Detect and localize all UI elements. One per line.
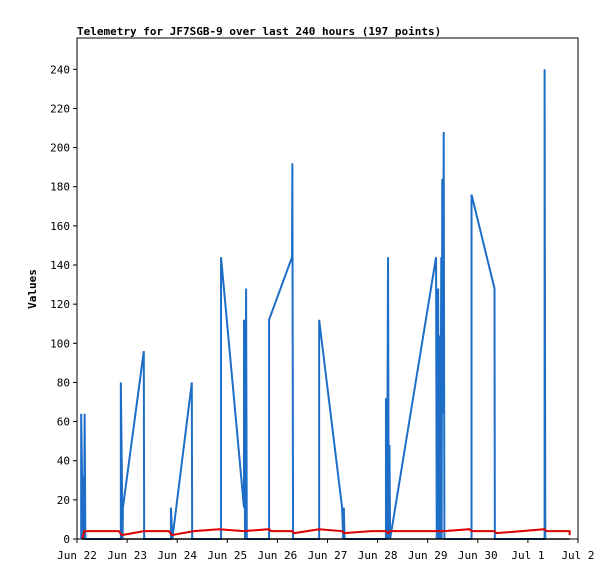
x-axis: Jun 22 Jun 23 Jun 24 Jun 25 Jun 26 Jun 27 Jun … xyxy=(57,539,595,562)
chart-title: Telemetry for JF7SGB-9 over last 240 hou… xyxy=(77,25,441,38)
y-tick-label: 160 xyxy=(50,220,70,233)
series-layer xyxy=(80,69,571,540)
x-tick-label: Jun 24 xyxy=(157,549,197,562)
y-axis: 0 20 40 60 80 100 120 140 160 180 200 220 240 xyxy=(50,63,77,546)
x-tick-label: Jul 1 xyxy=(511,549,544,562)
x-tick-label: Jun 28 xyxy=(358,549,398,562)
y-tick-label: 100 xyxy=(50,337,70,350)
y-tick-label: 240 xyxy=(50,63,70,76)
y-tick-label: 200 xyxy=(50,142,70,155)
y-tick-label: 20 xyxy=(57,494,70,507)
x-tick-label: Jun 27 xyxy=(308,549,348,562)
y-tick-label: 60 xyxy=(57,416,70,429)
y-tick-label: 120 xyxy=(50,298,70,311)
x-tick-label: Jun 22 xyxy=(57,549,97,562)
series-line-2 xyxy=(81,528,571,540)
x-tick-label: Jun 26 xyxy=(258,549,298,562)
x-tick-label: Jun 30 xyxy=(458,549,498,562)
y-axis-label: Values xyxy=(26,269,39,309)
y-tick-label: 40 xyxy=(57,455,70,468)
plot-frame xyxy=(76,37,579,540)
y-tick-label: 0 xyxy=(63,533,70,546)
x-tick-label: Jun 25 xyxy=(207,549,247,562)
series-line-1 xyxy=(80,69,547,540)
x-tick-label: Jun 29 xyxy=(408,549,448,562)
x-tick-label: Jul 2 xyxy=(561,549,594,562)
x-tick-label: Jun 23 xyxy=(107,549,147,562)
y-tick-label: 140 xyxy=(50,259,70,272)
y-tick-label: 220 xyxy=(50,102,70,115)
y-tick-label: 80 xyxy=(57,376,70,389)
y-tick-label: 180 xyxy=(50,181,70,194)
